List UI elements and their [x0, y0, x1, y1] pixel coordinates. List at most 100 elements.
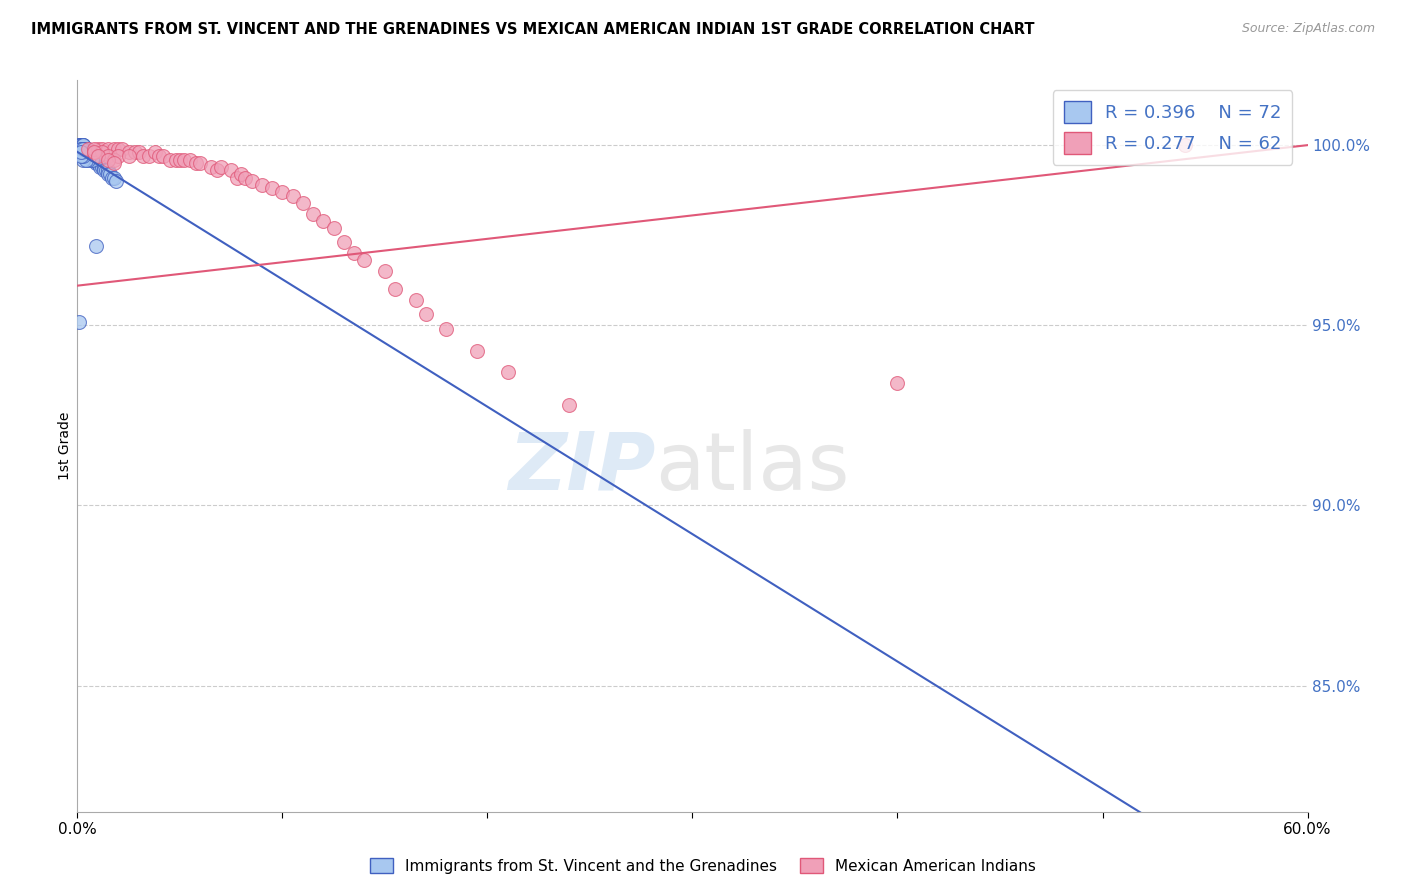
Point — [79, 149, 101, 163]
Text: IMMIGRANTS FROM ST. VINCENT AND THE GRENADINES VS MEXICAN AMERICAN INDIAN 1ST GR: IMMIGRANTS FROM ST. VINCENT AND THE GREN… — [31, 22, 1035, 37]
Point — [76, 142, 98, 156]
Point — [186, 156, 208, 170]
Point — [76, 145, 98, 160]
Point — [111, 142, 134, 156]
Point — [72, 145, 94, 160]
Point — [148, 149, 170, 163]
Point — [117, 145, 139, 160]
Point — [343, 246, 366, 260]
Point — [240, 174, 263, 188]
Point — [76, 142, 98, 156]
Point — [75, 142, 97, 156]
Point — [79, 149, 101, 163]
Point — [75, 153, 97, 167]
Point — [87, 156, 110, 170]
Point — [103, 142, 125, 156]
Point — [226, 170, 249, 185]
Point — [169, 153, 191, 167]
Point — [76, 153, 98, 167]
Point — [76, 145, 98, 160]
Point — [496, 365, 519, 379]
Point — [72, 138, 94, 153]
Point — [76, 149, 98, 163]
Text: Source: ZipAtlas.com: Source: ZipAtlas.com — [1241, 22, 1375, 36]
Point — [75, 142, 97, 156]
Point — [79, 145, 101, 160]
Point — [143, 145, 166, 160]
Point — [67, 138, 90, 153]
Point — [97, 149, 120, 163]
Point — [72, 149, 94, 163]
Point — [188, 156, 212, 170]
Point — [353, 253, 375, 268]
Point — [72, 149, 94, 163]
Point — [83, 145, 105, 160]
Point — [75, 142, 97, 156]
Point — [94, 163, 117, 178]
Point — [84, 156, 107, 170]
Point — [165, 153, 187, 167]
Point — [75, 142, 97, 156]
Point — [80, 153, 103, 167]
Point — [173, 153, 195, 167]
Point — [97, 142, 120, 156]
Point — [83, 142, 105, 156]
Point — [374, 264, 396, 278]
Point — [90, 156, 114, 170]
Legend: Immigrants from St. Vincent and the Grenadines, Mexican American Indians: Immigrants from St. Vincent and the Gren… — [364, 852, 1042, 880]
Point — [415, 308, 437, 322]
Point — [70, 138, 93, 153]
Point — [281, 188, 304, 202]
Point — [70, 142, 93, 156]
Point — [302, 206, 325, 220]
Point — [67, 138, 90, 153]
Point — [76, 145, 98, 160]
Text: atlas: atlas — [655, 429, 849, 507]
Point — [75, 142, 97, 156]
Point — [103, 153, 125, 167]
Point — [80, 149, 103, 163]
Point — [90, 142, 114, 156]
Point — [98, 167, 121, 181]
Point — [70, 145, 93, 160]
Point — [103, 170, 125, 185]
Point — [159, 153, 181, 167]
Point — [152, 149, 174, 163]
Point — [70, 138, 93, 153]
Point — [87, 156, 110, 170]
Point — [1174, 138, 1197, 153]
Point — [250, 178, 273, 192]
Point — [128, 145, 150, 160]
Text: ZIP: ZIP — [508, 429, 655, 507]
Point — [291, 195, 314, 210]
Point — [70, 142, 93, 156]
Point — [70, 145, 93, 160]
Point — [72, 138, 94, 153]
Point — [138, 149, 160, 163]
Point — [87, 149, 110, 163]
Point — [83, 153, 105, 167]
Point — [87, 142, 110, 156]
Point — [107, 142, 129, 156]
Y-axis label: 1st Grade: 1st Grade — [58, 412, 72, 480]
Point — [97, 163, 120, 178]
Point — [235, 170, 257, 185]
Point — [384, 282, 406, 296]
Point — [436, 322, 458, 336]
Point — [76, 145, 98, 160]
Point — [87, 153, 110, 167]
Point — [79, 145, 101, 160]
Point — [72, 138, 94, 153]
Point — [89, 160, 111, 174]
Point — [70, 138, 93, 153]
Point — [465, 343, 488, 358]
Legend: R = 0.396    N = 72, R = 0.277    N = 62: R = 0.396 N = 72, R = 0.277 N = 62 — [1053, 90, 1292, 165]
Point — [89, 156, 111, 170]
Point — [124, 145, 146, 160]
Point — [405, 293, 427, 307]
Point — [209, 160, 232, 174]
Point — [67, 315, 90, 329]
Point — [132, 149, 155, 163]
Point — [72, 153, 94, 167]
Point — [97, 153, 120, 167]
